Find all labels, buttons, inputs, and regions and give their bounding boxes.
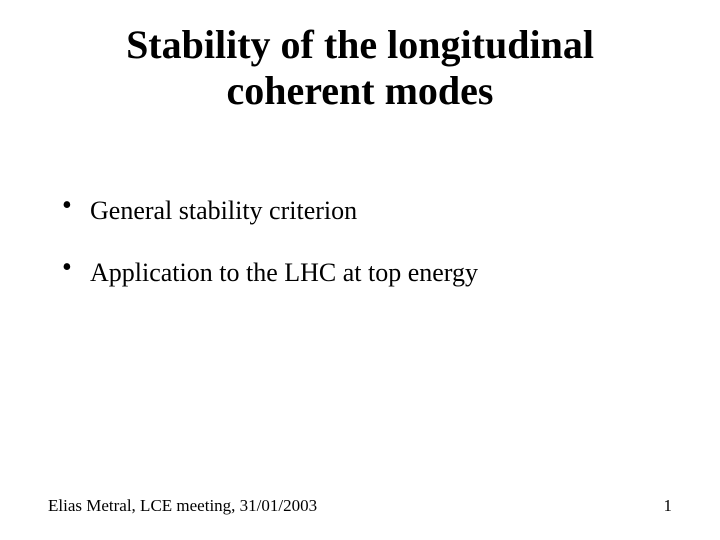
title-line-2: coherent modes — [0, 68, 720, 114]
slide-title: Stability of the longitudinal coherent m… — [0, 0, 720, 114]
slide: Stability of the longitudinal coherent m… — [0, 0, 720, 540]
footer-author-date: Elias Metral, LCE meeting, 31/01/2003 — [48, 496, 317, 516]
title-line-1: Stability of the longitudinal — [0, 22, 720, 68]
list-item: Application to the LHC at top energy — [62, 258, 720, 288]
bullet-text: General stability criterion — [90, 196, 357, 225]
bullet-text: Application to the LHC at top energy — [90, 258, 478, 287]
bullet-list: General stability criterion Application … — [0, 196, 720, 288]
list-item: General stability criterion — [62, 196, 720, 226]
slide-footer: Elias Metral, LCE meeting, 31/01/2003 1 — [0, 496, 720, 516]
page-number: 1 — [664, 496, 673, 516]
